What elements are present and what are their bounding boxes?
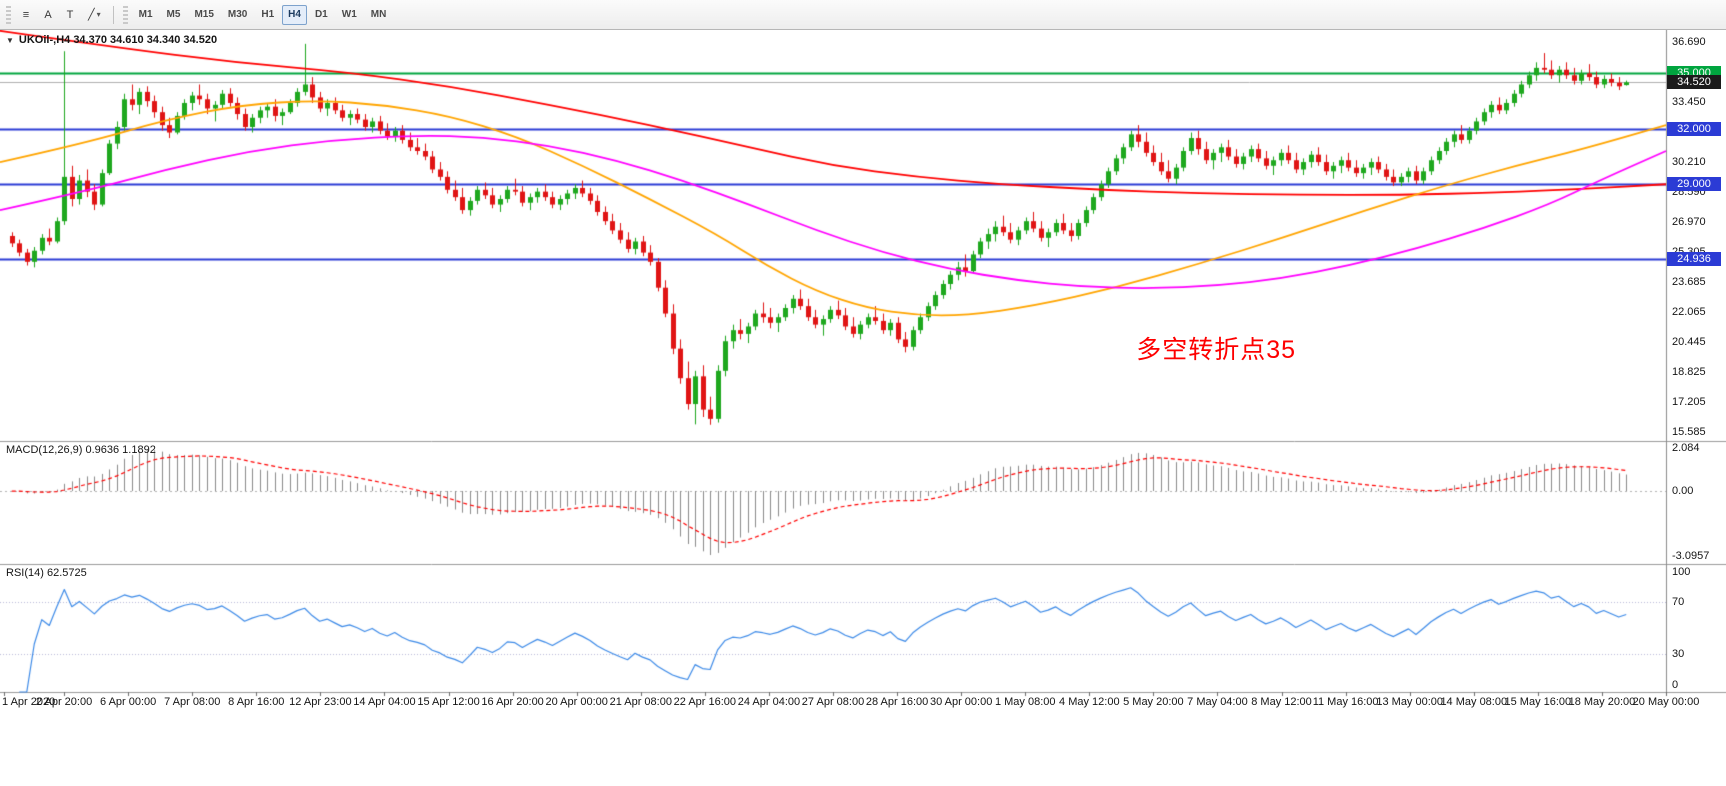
- symbol-ohlc-label: ▼ UKOil-,H4 34.370 34.610 34.340 34.520: [6, 34, 217, 46]
- chevron-down-icon: ▾: [96, 10, 101, 19]
- toolbar-text-t-button[interactable]: T: [66, 8, 74, 21]
- timeframe-d1-button[interactable]: D1: [314, 9, 328, 20]
- toolbar-draw-tools-button[interactable]: ╱ ▾: [88, 9, 101, 21]
- timeframe-w1-button[interactable]: W1: [341, 9, 357, 20]
- toolbar-charts-grid-button[interactable]: ≡: [22, 8, 30, 21]
- macd-indicator-label: MACD(12,26,9) 0.9636 1.1892: [6, 444, 156, 456]
- timeframe-h4-button[interactable]: H4: [282, 4, 307, 25]
- timeframe-mn-button[interactable]: MN: [370, 9, 387, 20]
- chart-dropdown-icon[interactable]: ▼: [6, 35, 14, 45]
- price-chart-canvas[interactable]: [0, 30, 1726, 786]
- timeframe-m30-button[interactable]: M30: [227, 9, 248, 20]
- toolbar-drag-handle[interactable]: [122, 5, 128, 24]
- timeframe-m15-button[interactable]: M15: [194, 9, 214, 20]
- timeframe-h1-button[interactable]: H1: [261, 9, 275, 20]
- chart-annotation-text[interactable]: 多空转折点35: [1136, 335, 1297, 364]
- chart-window: ▼ UKOil-,H4 34.370 34.610 34.340 34.520 …: [0, 30, 1726, 786]
- toolbar-separator: [112, 5, 114, 24]
- toolbar-text-a-button[interactable]: A: [44, 8, 52, 21]
- rsi-indicator-label: RSI(14) 62.5725: [6, 567, 87, 579]
- toolbar-drag-handle[interactable]: [6, 5, 11, 24]
- symbol-ohlc-text: UKOil-,H4 34.370 34.610 34.340 34.520: [18, 34, 218, 46]
- timeframe-m5-button[interactable]: M5: [166, 9, 181, 20]
- toolbar: ≡ A T ╱ ▾ M1 M5 M15 M30 H1 H4 D1 W1 MN: [0, 0, 1726, 30]
- timeframe-m1-button[interactable]: M1: [138, 9, 153, 20]
